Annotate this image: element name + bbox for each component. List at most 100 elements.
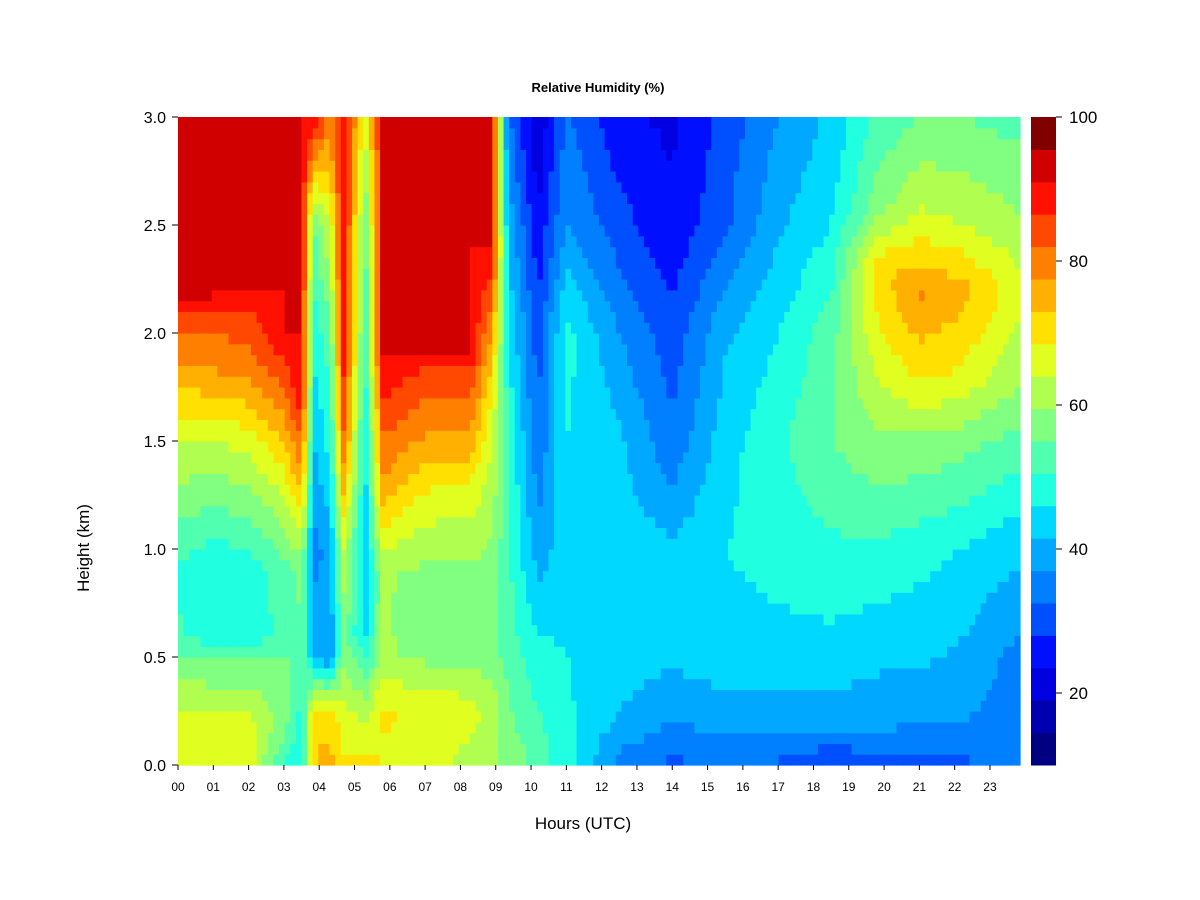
heatmap-cell [262, 408, 269, 420]
heatmap-cell [458, 732, 465, 744]
heatmap-cell [250, 149, 258, 161]
heatmap-cell [352, 117, 359, 129]
heatmap-cell [346, 711, 353, 723]
heatmap-cell [206, 505, 213, 518]
heatmap-cell [458, 181, 465, 194]
heatmap-cell [497, 430, 505, 442]
heatmap-cell [453, 268, 460, 280]
heatmap-cell [497, 387, 505, 399]
heatmap-cell [239, 300, 246, 312]
heatmap-cell [396, 527, 404, 539]
heatmap-cell [559, 354, 566, 366]
heatmap-cell [582, 473, 589, 485]
heatmap-cell [582, 289, 589, 302]
heatmap-cell [486, 311, 493, 323]
heatmap-cell [610, 689, 617, 701]
heatmap-cell [424, 419, 432, 431]
heatmap-cell [228, 311, 235, 323]
heatmap-cell [234, 441, 241, 453]
heatmap-cell [352, 635, 359, 647]
heatmap-cell [475, 732, 482, 744]
heatmap-cell [430, 505, 437, 518]
heatmap-cell [576, 268, 583, 280]
heatmap-cell [548, 613, 555, 626]
heatmap-cell [520, 473, 527, 485]
heatmap-cell [570, 711, 578, 723]
heatmap-cell [256, 138, 263, 150]
heatmap-cell [323, 743, 331, 755]
heatmap-cell [391, 624, 398, 636]
heatmap-cell [295, 754, 303, 766]
heatmap-cell [458, 365, 465, 377]
heatmap-cell [447, 408, 454, 420]
heatmap-cell [424, 408, 432, 420]
heatmap-cell [239, 603, 246, 615]
heatmap-cell [295, 203, 303, 215]
heatmap-cell [627, 246, 634, 258]
heatmap-cell [307, 268, 314, 280]
heatmap-cell [301, 430, 308, 442]
heatmap-cell [610, 592, 617, 604]
heatmap-cell [520, 538, 527, 550]
heatmap-cell [273, 117, 280, 129]
heatmap-cell [453, 462, 460, 474]
heatmap-cell [469, 441, 477, 453]
heatmap-cell [464, 419, 471, 431]
heatmap-cell [368, 214, 376, 226]
heatmap-cell [262, 592, 269, 604]
heatmap-cell [335, 387, 342, 399]
heatmap-cell [542, 343, 550, 356]
heatmap-cell [295, 549, 303, 561]
heatmap-cell [458, 419, 465, 431]
heatmap-cell [615, 635, 623, 647]
heatmap-cell [368, 279, 376, 291]
heatmap-cell [593, 322, 600, 334]
heatmap-cell [587, 635, 594, 647]
heatmap-cell [565, 127, 572, 140]
heatmap-cell [599, 343, 606, 356]
heatmap-cell [559, 441, 566, 453]
heatmap-cell [178, 160, 185, 172]
heatmap-cell [318, 279, 325, 291]
heatmap-cell [514, 149, 522, 161]
heatmap-cell [408, 333, 415, 345]
heatmap-cell [189, 592, 196, 604]
heatmap-cell [486, 678, 493, 690]
heatmap-cell [295, 387, 303, 399]
heatmap-cell [250, 700, 258, 712]
heatmap-cell [234, 603, 241, 615]
heatmap-cell [475, 721, 482, 734]
heatmap-cell [374, 192, 381, 204]
heatmap-cell [570, 559, 578, 572]
heatmap-cell [486, 279, 493, 291]
heatmap-cell [363, 322, 370, 334]
heatmap-cell [211, 419, 218, 431]
heatmap-cell [531, 635, 538, 647]
heatmap-cell [262, 484, 269, 496]
heatmap-cell [526, 581, 533, 593]
heatmap-cell [576, 527, 583, 539]
heatmap-cell [200, 441, 207, 453]
heatmap-cell [542, 127, 550, 140]
heatmap-cell [357, 322, 364, 334]
heatmap-cell [284, 235, 291, 248]
heatmap-cell [217, 603, 224, 615]
heatmap-cell [503, 527, 510, 539]
heatmap-cell [492, 711, 499, 723]
heatmap-cell [396, 743, 404, 755]
heatmap-cell [576, 279, 583, 291]
heatmap-cell [352, 408, 359, 420]
heatmap-cell [621, 235, 628, 248]
heatmap-cell [627, 181, 634, 194]
heatmap-cell [481, 711, 488, 723]
heatmap-cell [610, 279, 617, 291]
heatmap-cell [363, 667, 370, 680]
heatmap-cell [290, 613, 297, 626]
heatmap-cell [279, 117, 286, 129]
heatmap-cell [217, 441, 224, 453]
heatmap-cell [554, 581, 561, 593]
heatmap-cell [329, 516, 336, 528]
heatmap-cell [402, 225, 409, 237]
heatmap-cell [615, 473, 623, 485]
